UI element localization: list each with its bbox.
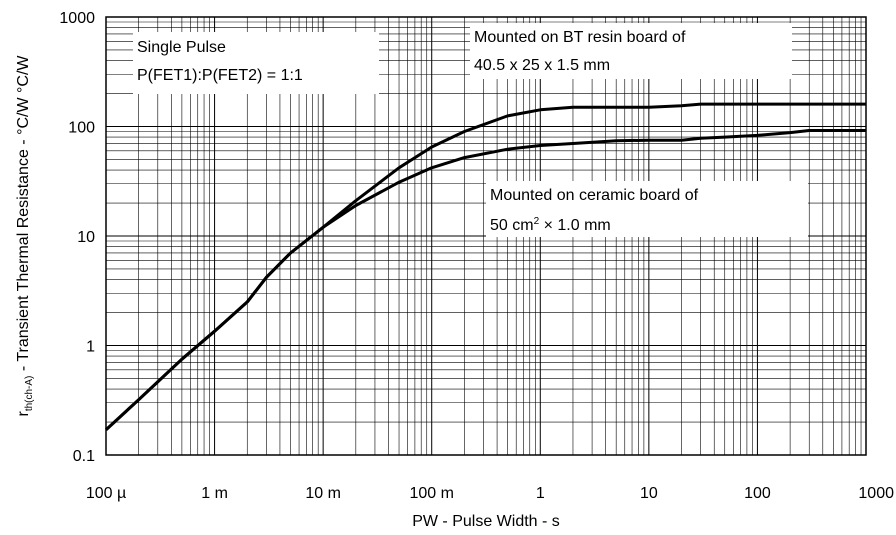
annotation-box-ceramic: [486, 181, 808, 237]
annotation-text-ceramic-2: 50 cm2 × 1.0 mm: [490, 216, 611, 234]
x-tick-label: 100 m: [409, 485, 453, 502]
annotation-text-pulse-2: P(FET1):P(FET2) = 1:1: [137, 67, 303, 84]
y-tick-label: 100: [68, 120, 95, 137]
x-tick-label: 1: [536, 485, 545, 502]
x-tick-label: 1 m: [201, 485, 228, 502]
y-axis-title: rth(ch-A) - Transient Thermal Resistance…: [15, 55, 35, 417]
y-tick-label: 0.1: [73, 448, 95, 465]
y-tick-label: 1000: [59, 10, 95, 27]
y-tick-label: 10: [77, 229, 95, 246]
annotation-text-pulse-1: Single Pulse: [137, 39, 226, 56]
x-axis-tick-labels: 100 µ 1 m 10 m 100 m 1 10 100 1000: [86, 485, 894, 502]
y-axis-title-text: - Transient Thermal Resistance - °C/W °C…: [15, 55, 32, 376]
x-tick-label: 10 m: [305, 485, 341, 502]
annotation-text-part: × 1.0 mm: [539, 217, 611, 234]
plot-area-frame: [105, 16, 867, 456]
annotation-text-ceramic-1: Mounted on ceramic board of: [490, 187, 699, 204]
annotation-box-bt: [470, 23, 792, 79]
y-tick-label: 1: [86, 339, 95, 356]
y-axis-tick-labels: 0.1 1 10 100 1000: [59, 10, 95, 465]
series-line-2: [104, 129, 866, 431]
annotation-text-bt-1: Mounted on BT resin board of: [474, 29, 686, 46]
y-axis-title-subscript: th(ch-A): [24, 376, 35, 412]
x-tick-label: 10: [640, 485, 658, 502]
annotation-text-part: 50 cm: [490, 217, 534, 234]
x-tick-label: 100: [744, 485, 771, 502]
annotation-box-pulse: [133, 32, 379, 94]
annotation-text-bt-2: 40.5 x 25 x 1.5 mm: [474, 57, 610, 74]
x-tick-label: 1000: [858, 485, 894, 502]
annotations: Single Pulse P(FET1):P(FET2) = 1:1 Mounted…: [133, 23, 808, 237]
annotation-superscript: 2: [534, 216, 540, 227]
x-tick-label: 100 µ: [86, 485, 126, 502]
series-layer: [104, 102, 866, 431]
x-axis-title: PW - Pulse Width - s: [412, 513, 560, 530]
y-axis-title-symbol: r: [15, 411, 32, 417]
